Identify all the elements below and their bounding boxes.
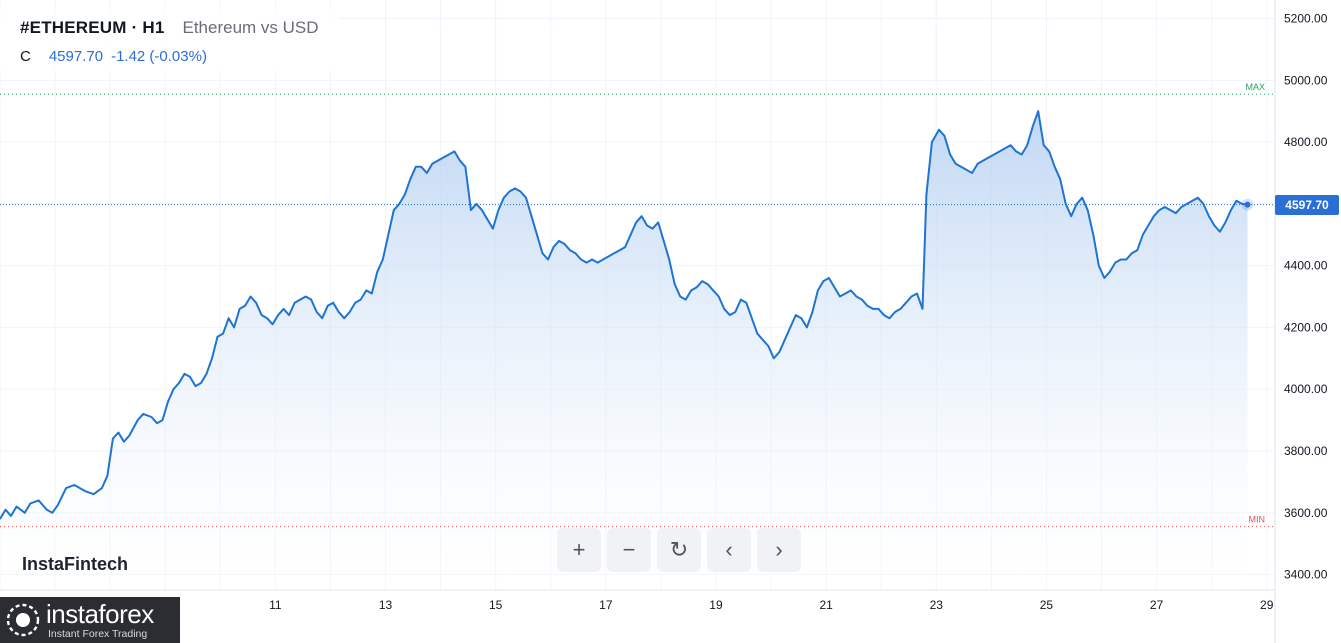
y-tick-label: 3800.00 bbox=[1284, 444, 1328, 458]
last-price-badge: 4597.70 bbox=[1275, 194, 1339, 215]
y-tick-label: 5200.00 bbox=[1284, 12, 1328, 26]
scroll-right-button[interactable]: › bbox=[757, 528, 801, 572]
chevron-right-icon: › bbox=[775, 537, 783, 562]
zoom-out-button[interactable]: − bbox=[607, 528, 651, 572]
chevron-left-icon: ‹ bbox=[725, 537, 733, 562]
price-area-fill bbox=[0, 111, 1248, 590]
x-tick-label: 21 bbox=[819, 598, 833, 612]
x-tick-label: 25 bbox=[1040, 598, 1054, 612]
close-price: 4597.70 bbox=[48, 48, 104, 65]
zoom-in-button[interactable]: + bbox=[557, 528, 601, 572]
watermark-name: instaforex bbox=[46, 599, 154, 629]
y-tick-label: 4000.00 bbox=[1284, 382, 1328, 396]
y-tick-label: 4200.00 bbox=[1284, 320, 1328, 334]
symbol-label[interactable]: #ETHEREUM · H1 bbox=[20, 18, 165, 37]
y-tick-label: 4400.00 bbox=[1284, 259, 1328, 273]
close-label: C bbox=[20, 48, 31, 65]
instaforex-watermark: instaforex Instant Forex Trading bbox=[0, 597, 180, 643]
reset-chart-button[interactable]: ↻ bbox=[657, 528, 701, 572]
watermark-tagline: Instant Forex Trading bbox=[48, 628, 148, 640]
y-tick-label: 3400.00 bbox=[1284, 568, 1328, 582]
chart-legend: #ETHEREUM · H1 Ethereum vs USD C 4597.70… bbox=[0, 10, 339, 71]
plus-icon: + bbox=[572, 537, 586, 562]
x-tick-label: 27 bbox=[1150, 598, 1164, 612]
y-tick-label: 4800.00 bbox=[1284, 135, 1328, 149]
last-point-marker bbox=[1244, 201, 1251, 208]
reset-icon: ↻ bbox=[669, 537, 689, 562]
max-label: MAX bbox=[1245, 82, 1265, 92]
x-tick-label: 23 bbox=[930, 598, 944, 612]
instaforex-logo-icon bbox=[6, 603, 40, 637]
scroll-left-button[interactable]: ‹ bbox=[707, 528, 751, 572]
x-tick-label: 17 bbox=[599, 598, 613, 612]
x-tick-label: 11 bbox=[269, 598, 282, 612]
x-tick-label: 29 bbox=[1260, 598, 1274, 612]
minus-icon: − bbox=[622, 537, 636, 562]
price-line[interactable] bbox=[0, 110, 1248, 520]
min-label: MIN bbox=[1249, 515, 1266, 525]
x-tick-label: 13 bbox=[379, 598, 393, 612]
symbol-description: Ethereum vs USD bbox=[182, 18, 319, 37]
chart-brand-label: InstaFintech bbox=[22, 554, 129, 574]
y-tick-label: 5000.00 bbox=[1284, 73, 1328, 87]
price-change: -1.42 (-0.03%) bbox=[111, 48, 207, 65]
x-tick-label: 19 bbox=[709, 598, 723, 612]
x-tick-label: 15 bbox=[489, 598, 503, 612]
y-tick-label: 3600.00 bbox=[1284, 506, 1328, 520]
chart-nav-controls: + − ↻ ‹ › bbox=[557, 528, 801, 572]
